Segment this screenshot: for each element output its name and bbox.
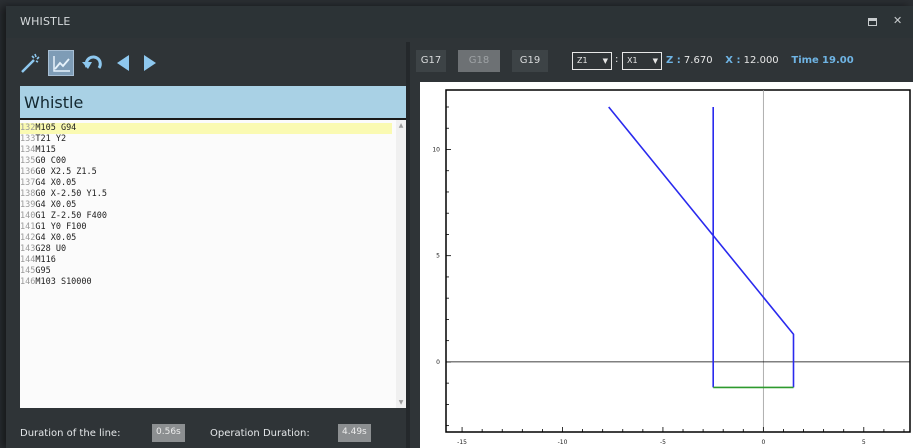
line-code: M115 — [35, 145, 56, 155]
code-line[interactable]: 146M103 S10000 — [20, 277, 92, 288]
code-line[interactable]: 136G0 X2.5 Z1.5 — [20, 167, 97, 178]
status-bar: Duration of the line: 0.56s Operation Du… — [20, 418, 406, 448]
axis-separator: : — [615, 54, 619, 65]
editor-scrollbar[interactable]: ▲ ▼ — [396, 120, 406, 408]
x-tick-label: -15 — [457, 439, 467, 446]
simulation-pane: G17 G18 G19 Z1 ▼ : X1 ▼ Z : 7.670 X : 12… — [410, 38, 913, 448]
vertical-axis-select[interactable]: Z1 ▼ — [572, 52, 612, 70]
line-code: M116 — [35, 255, 56, 265]
code-line[interactable]: 132M105 G94 — [20, 123, 76, 134]
line-number: 144 — [20, 255, 36, 265]
line-number: 145 — [20, 266, 36, 276]
plane-button-g17[interactable]: G17 — [416, 50, 446, 72]
y-tick-label: 5 — [436, 253, 440, 260]
line-number: 141 — [20, 222, 36, 232]
line-number: 135 — [20, 156, 36, 166]
horizontal-axis-value: X1 — [627, 56, 638, 65]
close-button[interactable]: ✕ — [893, 14, 903, 27]
program-pane: Whistle 132M105 G94 133T21 Y2 134M115 135G0… — [6, 38, 406, 448]
title-bar: WHISTLE ✕ — [6, 6, 913, 38]
line-code: G1 Z-2.50 F400 — [35, 211, 108, 221]
line-number: 142 — [20, 233, 36, 243]
code-line[interactable]: 143G28 U0 — [20, 244, 66, 255]
chevron-down-icon: ▼ — [652, 57, 658, 65]
time-readout-value: 19.00 — [822, 55, 854, 66]
line-code: G4 X0.05 — [35, 233, 77, 243]
code-line[interactable]: 145G95 — [20, 266, 51, 277]
line-number: 136 — [20, 167, 36, 177]
vertical-axis-value: Z1 — [577, 56, 588, 65]
x-tick-label: 0 — [761, 439, 765, 446]
line-code: G28 U0 — [35, 244, 67, 254]
code-line[interactable]: 139G4 X0.05 — [20, 200, 76, 211]
plot-frame — [445, 89, 911, 433]
x-tick-label: -10 — [558, 439, 568, 446]
z-readout-value: 7.670 — [683, 55, 713, 66]
line-code: G1 Y0 F100 — [35, 222, 87, 232]
x-tick-label: 5 — [862, 439, 866, 446]
line-code: M105 G94 — [35, 123, 77, 133]
operation-duration-value: 4.49s — [338, 424, 371, 442]
line-code: G4 X0.05 — [35, 178, 77, 188]
position-readout: Z : 7.670 X : 12.000 Time 19.00 — [666, 55, 854, 66]
code-line[interactable]: 133T21 Y2 — [20, 134, 66, 145]
line-number: 146 — [20, 277, 36, 287]
code-line[interactable]: 137G4 X0.05 — [20, 178, 76, 189]
y-tick-label: 10 — [432, 146, 440, 153]
line-code: G0 X-2.50 Y1.5 — [35, 189, 108, 199]
toolpath-plot[interactable]: -15 -10 -5 0 5 10 5 0 — [420, 82, 913, 448]
line-number: 143 — [20, 244, 36, 254]
line-number: 132 — [20, 123, 36, 133]
maximize-button[interactable] — [868, 18, 877, 26]
code-line[interactable]: 138G0 X-2.50 Y1.5 — [20, 189, 107, 200]
line-number: 138 — [20, 189, 36, 199]
z-readout-label: Z : — [666, 55, 681, 66]
line-duration-value: 0.56s — [152, 424, 185, 442]
line-code: G0 X2.5 Z1.5 — [35, 167, 97, 177]
code-line[interactable]: 142G4 X0.05 — [20, 233, 76, 244]
arrow-left-icon[interactable] — [110, 50, 136, 76]
code-editor[interactable]: 132M105 G94 133T21 Y2 134M115 135G0 C00 136G… — [20, 118, 406, 408]
horizontal-axis-select[interactable]: X1 ▼ — [622, 52, 662, 70]
undo-icon[interactable] — [80, 50, 106, 76]
x-tick-label: -5 — [660, 439, 666, 446]
trace-icon[interactable] — [48, 50, 74, 76]
line-number: 140 — [20, 211, 36, 221]
line-code: M103 S10000 — [35, 277, 92, 287]
line-number: 134 — [20, 145, 36, 155]
x-readout-value: 12.000 — [743, 55, 779, 66]
y-tick-label: 0 — [436, 359, 440, 366]
code-line[interactable]: 135G0 C00 — [20, 156, 66, 167]
pane-splitter[interactable] — [406, 42, 410, 448]
code-line[interactable]: 140G1 Z-2.50 F400 — [20, 211, 107, 222]
code-line[interactable]: 141G1 Y0 F100 — [20, 222, 87, 233]
code-line[interactable]: 134M115 — [20, 145, 56, 156]
scroll-down-icon[interactable]: ▼ — [398, 399, 404, 406]
wand-icon[interactable] — [18, 50, 44, 76]
line-code: G4 X0.05 — [35, 200, 77, 210]
app-window: WHISTLE ✕ Whistle 132M105 G94 133T21 Y2 13… — [6, 6, 913, 448]
plane-button-g19[interactable]: G19 — [512, 50, 548, 72]
time-readout-label: Time — [791, 55, 819, 66]
line-code: T21 Y2 — [35, 134, 67, 144]
operation-duration-label: Operation Duration: — [210, 428, 310, 439]
plane-button-g18[interactable]: G18 — [458, 50, 500, 72]
line-code: G0 C00 — [35, 156, 67, 166]
line-number: 133 — [20, 134, 36, 144]
line-duration-label: Duration of the line: — [20, 428, 121, 439]
arrow-right-icon[interactable] — [136, 50, 162, 76]
toolpath-segment — [608, 106, 795, 388]
program-name: Whistle — [20, 86, 406, 118]
chevron-down-icon: ▼ — [602, 57, 608, 65]
line-number: 137 — [20, 178, 36, 188]
toolpath-chart: -15 -10 -5 0 5 10 5 0 — [432, 89, 911, 446]
line-code: G95 — [35, 266, 51, 276]
current-line-highlight — [20, 123, 392, 134]
scroll-up-icon[interactable]: ▲ — [398, 122, 404, 129]
x-readout-label: X : — [725, 55, 741, 66]
line-number: 139 — [20, 200, 36, 210]
window-title: WHISTLE — [20, 15, 71, 28]
code-line[interactable]: 144M116 — [20, 255, 56, 266]
